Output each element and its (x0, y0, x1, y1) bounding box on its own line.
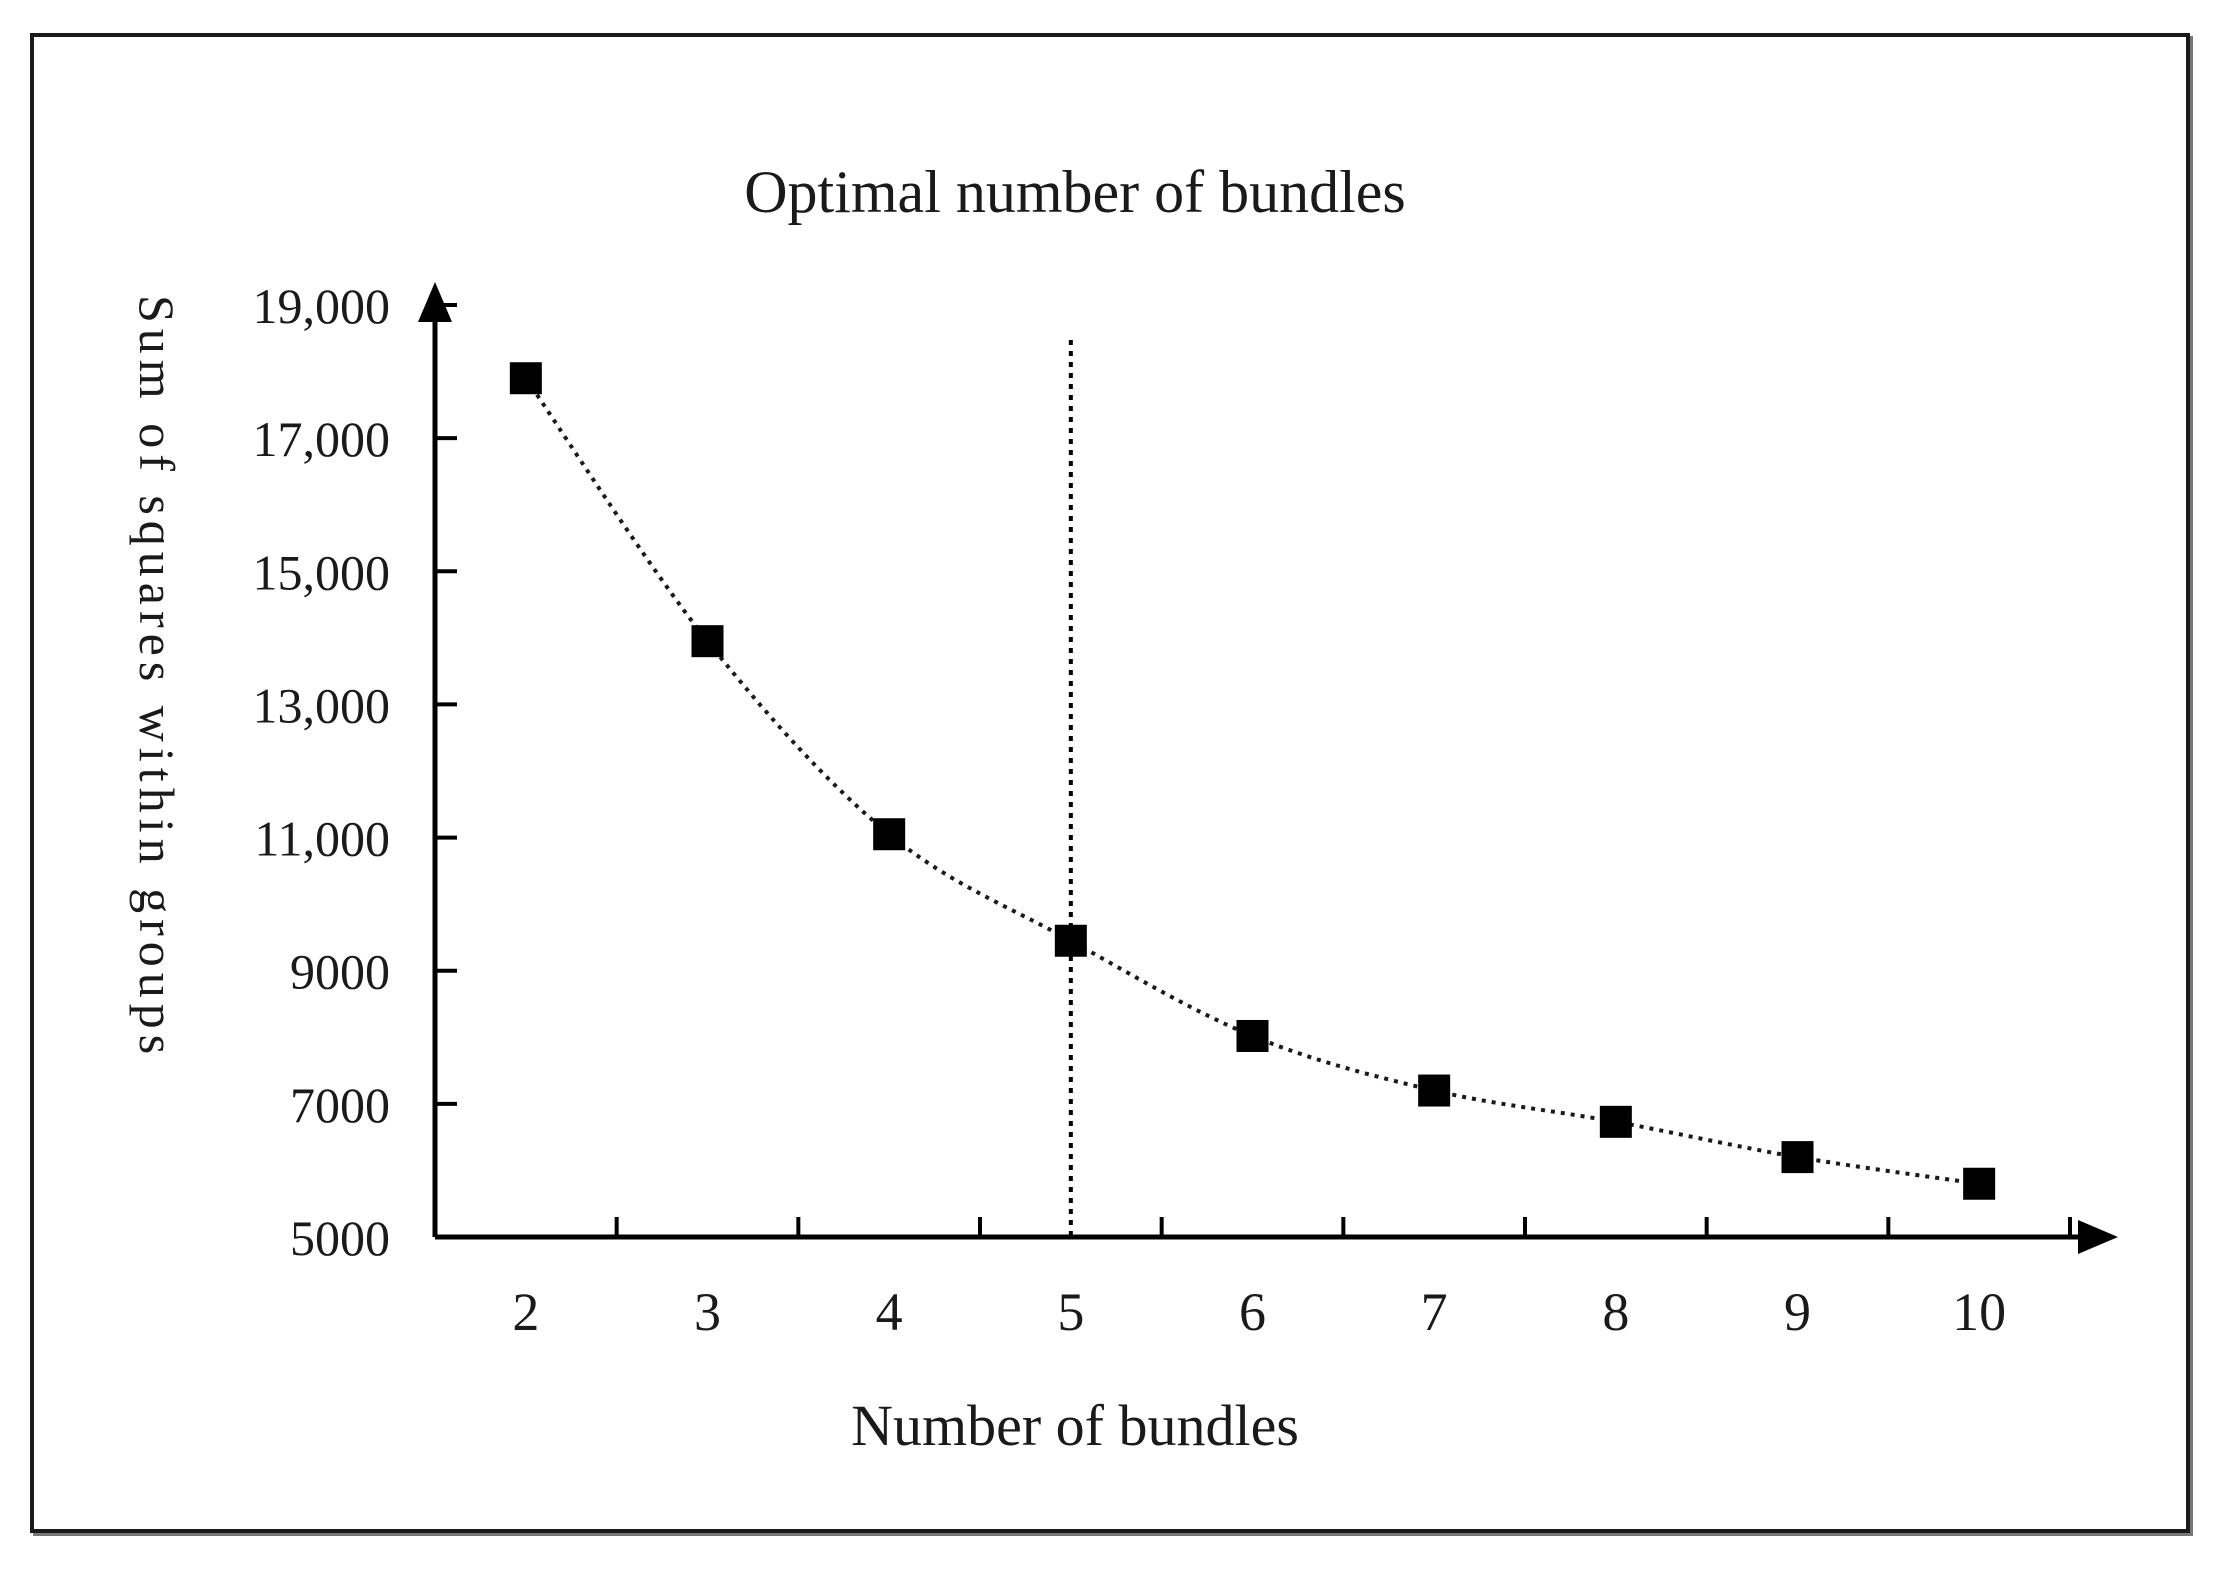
y-ticks: 5000 7000 9000 11,000 13,000 15,000 17,000 19,0… (253, 278, 457, 1266)
data-point-marker (1963, 1167, 1996, 1200)
x-tick-label: 6 (1239, 1282, 1266, 1342)
y-tick-label: 13,000 (253, 677, 391, 733)
y-tick-label: 19,000 (253, 278, 391, 334)
data-point-marker (1418, 1074, 1451, 1107)
y-tick-label: 11,000 (254, 811, 390, 867)
x-axis-label: Number of bundles (851, 1393, 1299, 1458)
x-tick-label: 8 (1602, 1282, 1629, 1342)
axes (418, 282, 2118, 1254)
x-tick-label: 10 (1952, 1282, 2006, 1342)
y-tick-label: 5000 (290, 1210, 390, 1266)
data-point-marker (509, 362, 542, 395)
x-tick-label: 3 (694, 1282, 721, 1342)
y-tick-label: 7000 (290, 1077, 390, 1133)
x-tick-label: 5 (1057, 1282, 1084, 1342)
series-group (509, 362, 1996, 1200)
x-tick-label: 7 (1421, 1282, 1448, 1342)
y-axis-label: Sum of squares within groups (129, 295, 185, 1060)
data-point-marker (1781, 1141, 1814, 1174)
series-line (524, 377, 1980, 1186)
y-axis-arrow (418, 282, 452, 322)
y-tick-label: 9000 (290, 944, 390, 1000)
x-tick-label: 9 (1784, 1282, 1811, 1342)
chart-title: Optimal number of bundles (744, 159, 1406, 225)
chart-frame (30, 33, 2190, 1533)
data-point-marker (873, 818, 906, 851)
x-tick-label: 2 (512, 1282, 539, 1342)
x-ticks: 2 3 4 5 6 7 8 9 10 (512, 1217, 2072, 1342)
data-point-marker (691, 625, 724, 658)
data-point-marker (1054, 924, 1087, 957)
data-point-marker (1599, 1105, 1632, 1138)
y-tick-label: 15,000 (253, 544, 391, 600)
data-point-marker (1236, 1019, 1269, 1052)
x-tick-label: 4 (876, 1282, 903, 1342)
y-tick-label: 17,000 (253, 411, 391, 467)
x-axis-arrow (2078, 1220, 2118, 1254)
